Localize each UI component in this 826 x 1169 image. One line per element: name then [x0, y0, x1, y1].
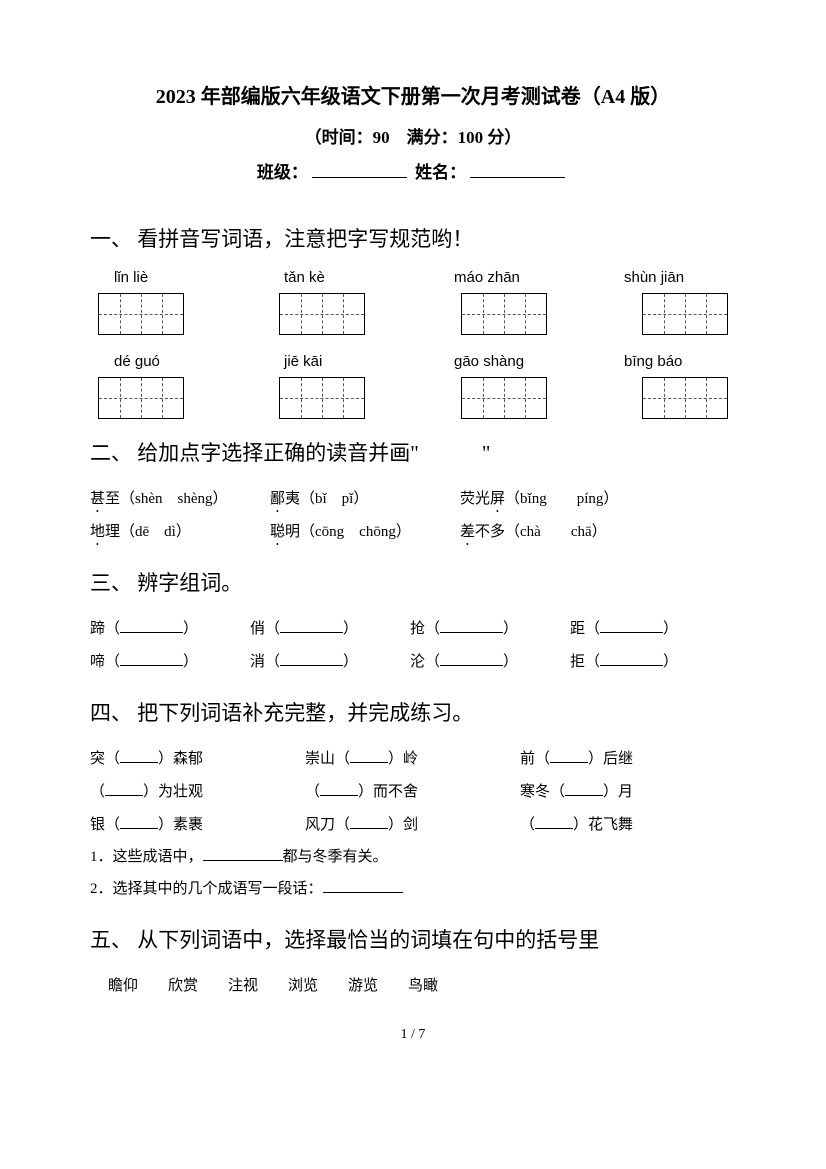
blank-input[interactable] — [105, 782, 143, 796]
pinyin-label: máo zhān — [454, 269, 520, 286]
q2-item: 甚至（shèn shèng） — [90, 491, 228, 507]
section4-q1: 1．这些成语中， 都与冬季有关。 — [90, 842, 736, 872]
write-box[interactable] — [461, 377, 547, 419]
blank-input[interactable] — [120, 619, 183, 633]
blank-input[interactable] — [203, 847, 283, 861]
write-box[interactable] — [461, 293, 547, 335]
q2-item: 鄙夷（bǐ pǐ） — [270, 491, 368, 507]
pinyin-label: tǎn kè — [284, 269, 325, 286]
blank-input[interactable] — [550, 749, 588, 763]
section2-heading: 二、 给加点字选择正确的读音并画" " — [90, 437, 736, 467]
q3-item: 抢（ — [410, 621, 440, 637]
blank-input[interactable] — [120, 749, 158, 763]
blank-input[interactable] — [600, 619, 663, 633]
blank-input[interactable] — [120, 652, 183, 666]
write-box[interactable] — [98, 377, 184, 419]
q4-item: ）岭 — [388, 751, 418, 767]
pinyin-label: jiē kāi — [284, 353, 322, 370]
grid-box-row-1 — [90, 293, 736, 335]
class-label: 班级： — [257, 163, 308, 182]
q4-q1-text: 1．这些成语中， — [90, 849, 203, 865]
section5-words: 瞻仰 欣赏 注视 浏览 游览 鸟瞰 — [90, 970, 736, 1003]
q4-q2-text: 2．选择其中的几个成语写一段话： — [90, 881, 323, 897]
section4-row: （ ）为壮观 （ ）而不舍 寒冬（ ）月 — [90, 776, 736, 809]
q4-item: ）剑 — [388, 817, 418, 833]
q3-item: 沦（ — [410, 654, 440, 670]
q2-item: 差不多（chà chā） — [460, 524, 607, 540]
section1-heading: 一、 看拼音写词语，注意把字写规范哟！ — [90, 223, 736, 253]
blank-input[interactable] — [535, 815, 573, 829]
pinyin-label: lǐn liè — [114, 269, 148, 286]
pinyin-row-2: dé guó jiē kāi gāo shàng bīng báo — [90, 353, 736, 371]
student-info-line: 班级： 姓名： — [90, 158, 736, 183]
blank-input[interactable] — [565, 782, 603, 796]
q3-item: 蹄（ — [90, 621, 120, 637]
blank-input[interactable] — [280, 619, 343, 633]
q2-item: 荧光屏（bǐng píng） — [460, 491, 618, 507]
write-box[interactable] — [279, 377, 365, 419]
write-box[interactable] — [98, 293, 184, 335]
blank-input[interactable] — [350, 815, 388, 829]
q3-item: 俏（ — [250, 621, 280, 637]
q4-item: 前（ — [520, 751, 550, 767]
page-number: 1 / 7 — [90, 1027, 736, 1043]
section4-heading: 四、 把下列词语补充完整，并完成练习。 — [90, 697, 736, 727]
blank-input[interactable] — [350, 749, 388, 763]
blank-input[interactable] — [280, 652, 343, 666]
write-box[interactable] — [642, 377, 728, 419]
q4-item: ）森郁 — [158, 751, 203, 767]
q3-item: 拒（ — [570, 654, 600, 670]
blank-input[interactable] — [323, 879, 403, 893]
section4-q2: 2．选择其中的几个成语写一段话： — [90, 874, 736, 904]
section4-row: 银（ ）素裹 风刀（ ）剑 （ ）花飞舞 — [90, 809, 736, 842]
name-label: 姓名： — [415, 163, 466, 182]
section3-row: 蹄（） 俏（） 抢（） 距（） — [90, 613, 736, 646]
pinyin-label: bīng báo — [624, 353, 682, 370]
exam-title: 2023 年部编版六年级语文下册第一次月考测试卷（A4 版） — [90, 80, 736, 109]
q2-item: 地理（dē dì） — [90, 524, 191, 540]
blank-input[interactable] — [440, 652, 503, 666]
section2-row: 甚至（shèn shèng） 鄙夷（bǐ pǐ） 荧光屏（bǐng píng） — [90, 483, 736, 516]
q4-item: ）月 — [603, 784, 633, 800]
class-input[interactable] — [312, 158, 407, 178]
q4-item: 崇山（ — [305, 751, 350, 767]
q3-item: 啼（ — [90, 654, 120, 670]
blank-input[interactable] — [320, 782, 358, 796]
pinyin-label: gāo shàng — [454, 353, 524, 370]
section2-row: 地理（dē dì） 聪明（cōng chōng） 差不多（chà chā） — [90, 516, 736, 549]
q4-item: 突（ — [90, 751, 120, 767]
write-box[interactable] — [642, 293, 728, 335]
q3-item: 距（ — [570, 621, 600, 637]
pinyin-label: shùn jiān — [624, 269, 684, 286]
q4-item: 银（ — [90, 817, 120, 833]
grid-box-row-2 — [90, 377, 736, 419]
section4-row: 突（ ）森郁 崇山（ ）岭 前（ ）后继 — [90, 743, 736, 776]
q4-item: ）为壮观 — [143, 784, 203, 800]
q3-item: 消（ — [250, 654, 280, 670]
q4-item: （ — [305, 784, 320, 800]
q4-item: （ — [520, 817, 535, 833]
name-input[interactable] — [470, 158, 565, 178]
q4-q1-suffix: 都与冬季有关。 — [283, 849, 388, 865]
write-box[interactable] — [279, 293, 365, 335]
q4-item: ）素裹 — [158, 817, 203, 833]
q4-item: 风刀（ — [305, 817, 350, 833]
section3-heading: 三、 辨字组词。 — [90, 567, 736, 597]
q2-item: 聪明（cōng chōng） — [270, 524, 411, 540]
q4-item: 寒冬（ — [520, 784, 565, 800]
exam-subtitle: （时间：90 满分：100 分） — [90, 123, 736, 148]
blank-input[interactable] — [120, 815, 158, 829]
section3-row: 啼（） 消（） 沦（） 拒（） — [90, 646, 736, 679]
section5-heading: 五、 从下列词语中，选择最恰当的词填在句中的括号里 — [90, 924, 736, 954]
blank-input[interactable] — [440, 619, 503, 633]
q4-item: ）后继 — [588, 751, 633, 767]
blank-input[interactable] — [600, 652, 663, 666]
q4-item: ）而不舍 — [358, 784, 418, 800]
pinyin-row-1: lǐn liè tǎn kè máo zhān shùn jiān — [90, 269, 736, 287]
q4-item: （ — [90, 784, 105, 800]
q4-item: ）花飞舞 — [573, 817, 633, 833]
pinyin-label: dé guó — [114, 353, 160, 370]
